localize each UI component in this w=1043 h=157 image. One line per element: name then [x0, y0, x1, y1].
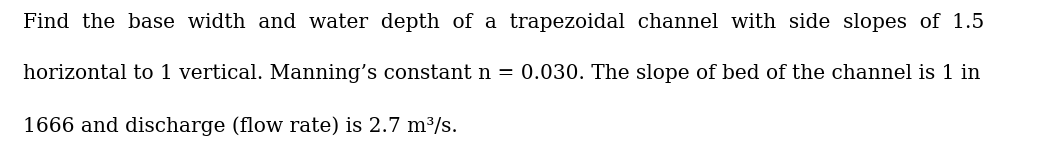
- Text: Find  the  base  width  and  water  depth  of  a  trapezoidal  channel  with  si: Find the base width and water depth of a…: [23, 13, 985, 32]
- Text: 1666 and discharge (flow rate) is 2.7 m³/s.: 1666 and discharge (flow rate) is 2.7 m³…: [23, 116, 458, 136]
- Text: horizontal to 1 vertical. Manning’s constant n = 0.030. The slope of bed of the : horizontal to 1 vertical. Manning’s cons…: [23, 64, 980, 83]
